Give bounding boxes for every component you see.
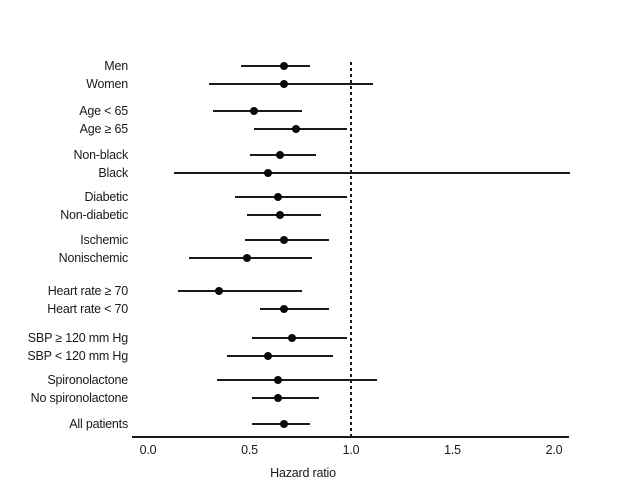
point-estimate-dot [215, 287, 224, 295]
row-label: SBP < 120 mm Hg [27, 348, 128, 363]
row-label: Age ≥ 65 [79, 121, 129, 136]
point-estimate-dot [292, 124, 301, 133]
ci-line [247, 213, 321, 216]
ci-line [253, 127, 347, 130]
row-label: Nonischemic [58, 250, 129, 265]
point-estimate-dot [280, 304, 288, 313]
row-label: All patients [69, 417, 128, 431]
ci-line [259, 307, 329, 310]
point-estimate-dot [280, 62, 288, 70]
x-tick-label: 0.5 [241, 443, 258, 457]
point-estimate-dot [273, 393, 282, 402]
reference-line-hr-1-icon [350, 62, 352, 437]
row-label: SBP ≥ 120 mm Hg [27, 331, 128, 345]
row-label: Ischemic [80, 233, 128, 247]
row-label: Age < 65 [79, 104, 128, 118]
x-tick-label: 1.0 [342, 443, 360, 457]
point-estimate-dot [249, 107, 258, 115]
point-estimate-dot [243, 253, 252, 262]
row-label: Heart rate ≥ 70 [47, 284, 128, 298]
row-label: Diabetic [84, 190, 128, 204]
ci-line [217, 379, 378, 381]
x-axis-title: Hazard ratio [270, 466, 336, 480]
row-label: Non-black [73, 148, 129, 162]
row-label: Women [86, 76, 128, 91]
ci-line [178, 290, 303, 292]
point-estimate-dot [280, 79, 288, 88]
row-label: Spironolactone [47, 373, 128, 387]
ci-line [235, 196, 347, 198]
point-estimate-dot [275, 151, 284, 159]
ci-line [174, 171, 571, 174]
ci-line [241, 65, 311, 67]
point-estimate-dot [273, 376, 282, 384]
row-label: No spironolactone [30, 390, 129, 405]
ci-line [251, 337, 347, 339]
ci-line [212, 110, 303, 112]
row-label: Non-diabetic [60, 207, 128, 222]
row-label: Heart rate < 70 [47, 301, 128, 316]
point-estimate-dot [273, 193, 282, 201]
point-estimate-dot [275, 210, 284, 219]
ci-line [227, 354, 333, 357]
x-axis-line [132, 436, 569, 438]
point-estimate-dot [280, 420, 288, 428]
point-estimate-dot [263, 168, 272, 177]
point-estimate-dot [263, 351, 272, 360]
point-estimate-dot [288, 334, 297, 342]
x-tick-label: 1.5 [444, 443, 461, 457]
point-estimate-dot [280, 236, 288, 244]
row-label: Men [104, 59, 128, 73]
x-tick-label: 2.0 [545, 443, 563, 457]
x-tick-label: 0.0 [139, 443, 157, 457]
ci-line [251, 396, 319, 399]
row-label: Black [98, 165, 128, 180]
ci-line [208, 82, 374, 85]
